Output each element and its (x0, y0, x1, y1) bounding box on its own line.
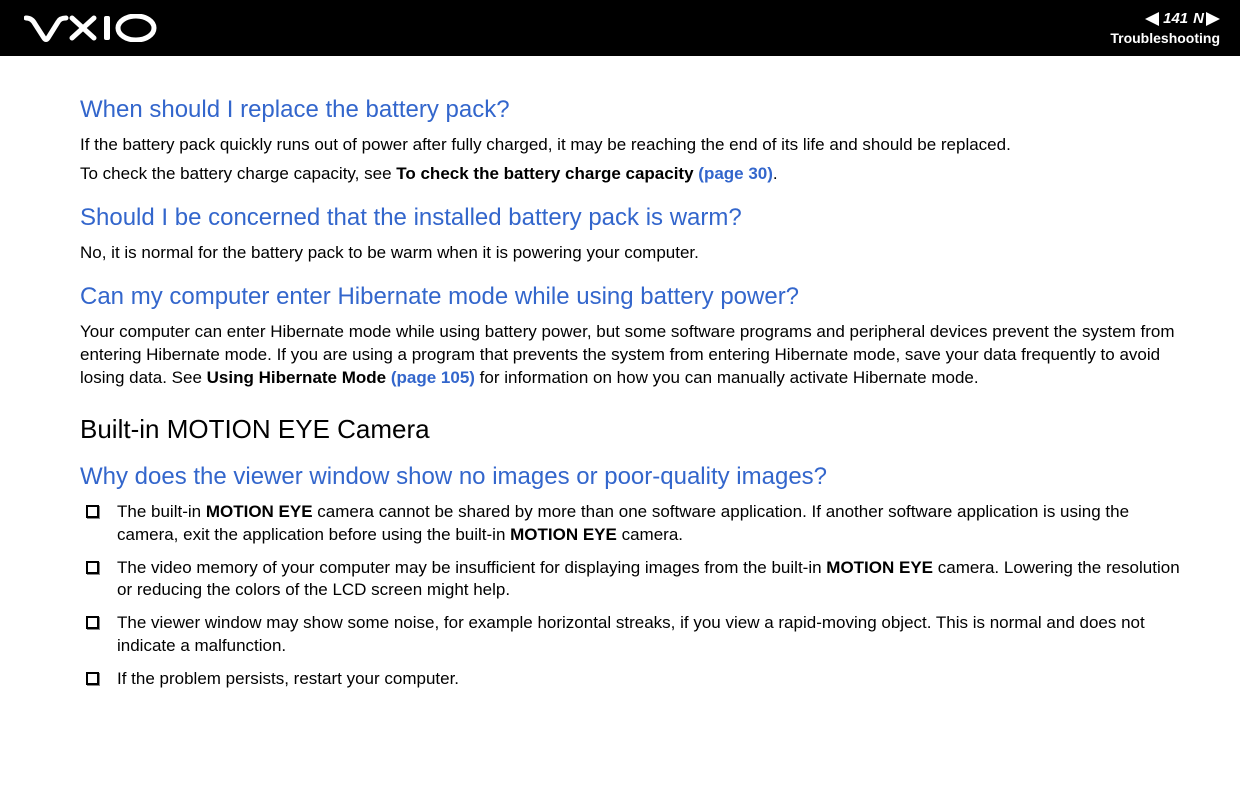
section-title: Troubleshooting (1110, 29, 1220, 47)
bullet-text: The video memory of your computer may be… (117, 557, 1180, 603)
text-fragment: The video memory of your computer may be… (117, 558, 826, 577)
bold-text: MOTION EYE (826, 558, 933, 577)
page-link[interactable]: (page 105) (391, 368, 475, 387)
page-nav: 141 N (1110, 9, 1220, 29)
page-content: When should I replace the battery pack? … (0, 56, 1240, 721)
answer-text: If the battery pack quickly runs out of … (80, 134, 1180, 157)
bullet-text: The viewer window may show some noise, f… (117, 612, 1180, 658)
bullet-icon (86, 561, 99, 574)
bullet-icon (86, 505, 99, 518)
answer-text: Your computer can enter Hibernate mode w… (80, 321, 1180, 390)
question-heading-2: Should I be concerned that the installed… (80, 204, 1180, 232)
bold-text: MOTION EYE (206, 502, 313, 521)
text-fragment: . (773, 164, 778, 183)
list-item: The video memory of your computer may be… (80, 557, 1180, 603)
section-heading: Built-in MOTION EYE Camera (80, 414, 1180, 445)
bullet-text: If the problem persists, restart your co… (117, 668, 1180, 691)
question-heading-1: When should I replace the battery pack? (80, 96, 1180, 124)
bold-text: To check the battery charge capacity (396, 164, 698, 183)
page-number: 141 (1161, 9, 1190, 29)
text-fragment: To check the battery charge capacity, se… (80, 164, 396, 183)
question-heading-4: Why does the viewer window show no image… (80, 463, 1180, 491)
bullet-icon (86, 616, 99, 629)
bold-text: Using Hibernate Mode (207, 368, 391, 387)
bold-text: MOTION EYE (510, 525, 617, 544)
n-indicator: N (1193, 9, 1204, 29)
list-item: The built-in MOTION EYE camera cannot be… (80, 501, 1180, 547)
text-fragment: The viewer window may show some noise, f… (117, 613, 1145, 655)
answer-text: To check the battery charge capacity, se… (80, 163, 1180, 186)
text-fragment: for information on how you can manually … (475, 368, 979, 387)
text-fragment: If the problem persists, restart your co… (117, 669, 459, 688)
vaio-logo (24, 14, 164, 42)
next-page-arrow-icon[interactable] (1206, 12, 1220, 26)
bullet-text: The built-in MOTION EYE camera cannot be… (117, 501, 1180, 547)
bullet-icon (86, 672, 99, 685)
bullet-list: The built-in MOTION EYE camera cannot be… (80, 501, 1180, 692)
prev-page-arrow-icon[interactable] (1145, 12, 1159, 26)
answer-text: No, it is normal for the battery pack to… (80, 242, 1180, 265)
list-item: The viewer window may show some noise, f… (80, 612, 1180, 658)
list-item: If the problem persists, restart your co… (80, 668, 1180, 691)
text-fragment: camera. (617, 525, 683, 544)
question-heading-3: Can my computer enter Hibernate mode whi… (80, 283, 1180, 311)
page-header: 141 N Troubleshooting (0, 0, 1240, 56)
page-link[interactable]: (page 30) (698, 164, 773, 183)
text-fragment: The built-in (117, 502, 206, 521)
header-meta: 141 N Troubleshooting (1110, 9, 1220, 47)
